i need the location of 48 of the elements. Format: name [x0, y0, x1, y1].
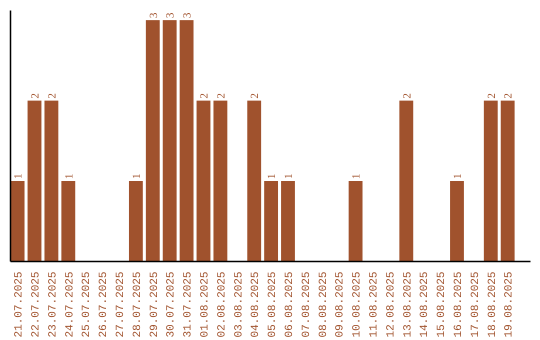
data-label: 1 [130, 174, 143, 180]
x-tick-label: 22.07.2025 [30, 271, 42, 338]
x-tick-label: 11.08.2025 [368, 271, 380, 338]
data-label: 1 [282, 174, 295, 180]
x-tick-label: 10.08.2025 [352, 271, 364, 338]
data-label: 2 [215, 93, 228, 99]
x-tick-label: 03.08.2025 [233, 271, 246, 338]
data-label: 2 [46, 93, 58, 99]
x-tick-label: 19.08.2025 [504, 271, 516, 338]
x-tick-label: 23.07.2025 [47, 271, 60, 338]
x-tick-label: 27.07.2025 [114, 271, 127, 338]
x-tick-label: 12.08.2025 [385, 271, 398, 338]
x-tick-label: 05.08.2025 [267, 271, 280, 338]
data-label: 3 [164, 12, 177, 18]
data-label: 1 [452, 174, 464, 180]
x-tick-label: 30.07.2025 [166, 271, 178, 338]
data-label: 3 [182, 12, 194, 18]
data-label: 3 [148, 12, 160, 18]
data-label: 2 [29, 93, 42, 99]
x-tick-label: 13.08.2025 [402, 271, 414, 338]
x-tick-label: 06.08.2025 [284, 271, 296, 338]
data-label: 1 [266, 174, 278, 180]
data-label: 2 [249, 93, 262, 99]
x-tick-label: 15.08.2025 [436, 271, 448, 338]
x-tick-label: 07.08.2025 [300, 271, 313, 338]
x-tick-label: 18.08.2025 [486, 271, 499, 338]
x-tick-label: 01.08.2025 [199, 271, 212, 338]
x-tick-label: 26.07.2025 [98, 271, 110, 338]
data-label: 2 [401, 93, 414, 99]
data-label: 1 [350, 174, 363, 180]
x-tick-label: 25.07.2025 [81, 271, 94, 338]
x-tick-label: 16.08.2025 [452, 271, 465, 338]
x-tick-label: 02.08.2025 [216, 271, 228, 338]
data-label: 2 [502, 93, 515, 99]
data-label: 2 [198, 93, 210, 99]
x-tick-label: 29.07.2025 [148, 271, 161, 338]
x-tick-label: 31.07.2025 [182, 271, 195, 338]
x-tick-label: 09.08.2025 [334, 271, 347, 338]
x-tick-label: 17.08.2025 [470, 271, 482, 338]
x-tick-label: 21.07.2025 [14, 271, 26, 338]
x-tick-label: 08.08.2025 [318, 271, 330, 338]
data-label: 1 [12, 174, 25, 180]
x-tick-label: 28.07.2025 [132, 271, 144, 338]
x-tick-label: 14.08.2025 [419, 271, 432, 338]
data-label: 2 [486, 93, 498, 99]
x-tick-label: 24.07.2025 [64, 271, 76, 338]
data-label: 1 [63, 174, 76, 180]
x-tick-label: 04.08.2025 [250, 271, 262, 338]
